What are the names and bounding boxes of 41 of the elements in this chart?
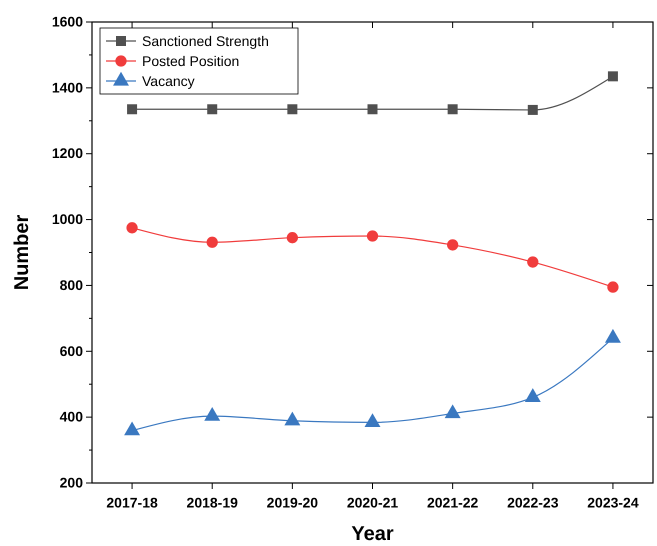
point <box>287 104 298 114</box>
x-tick-label: 2023-24 <box>587 494 639 510</box>
y-tick-label: 200 <box>60 474 84 490</box>
y-axis-title: Number <box>11 214 33 290</box>
point <box>204 406 220 421</box>
y-tick-label: 1200 <box>52 145 84 162</box>
point <box>286 232 298 244</box>
point <box>366 230 378 242</box>
x-axis-title: Year <box>351 523 394 545</box>
x-tick-label: 2021-22 <box>426 494 479 510</box>
y-tick-label: 1600 <box>52 13 84 30</box>
x-tick-label: 2017-18 <box>106 494 158 510</box>
legend-label: Posted Position <box>142 52 240 69</box>
point <box>447 239 458 251</box>
y-tick-label: 400 <box>60 408 84 425</box>
legend-label: Vacancy <box>142 72 195 89</box>
point <box>126 222 138 234</box>
x-tick-label: 2020-21 <box>346 494 398 510</box>
y-tick-label: 1000 <box>52 211 84 228</box>
point <box>124 421 140 436</box>
point <box>364 413 380 428</box>
point <box>604 328 621 343</box>
point <box>206 236 218 248</box>
point <box>524 388 541 402</box>
y-tick-label: 1400 <box>52 79 84 96</box>
y-tick-label: 800 <box>60 276 84 293</box>
point <box>527 256 538 268</box>
x-tick-label: 2022-23 <box>507 494 559 510</box>
point <box>207 104 218 114</box>
point <box>528 104 538 115</box>
point <box>608 71 618 82</box>
point <box>444 404 461 418</box>
legend-label: Sanctioned Strength <box>142 32 269 49</box>
x-tick-label: 2019-20 <box>266 494 318 510</box>
point <box>607 281 619 293</box>
point <box>368 104 378 114</box>
x-tick-label: 2018-19 <box>186 494 238 510</box>
point <box>127 104 138 114</box>
y-tick-label: 600 <box>60 342 84 359</box>
point <box>448 104 458 114</box>
point <box>284 412 300 426</box>
